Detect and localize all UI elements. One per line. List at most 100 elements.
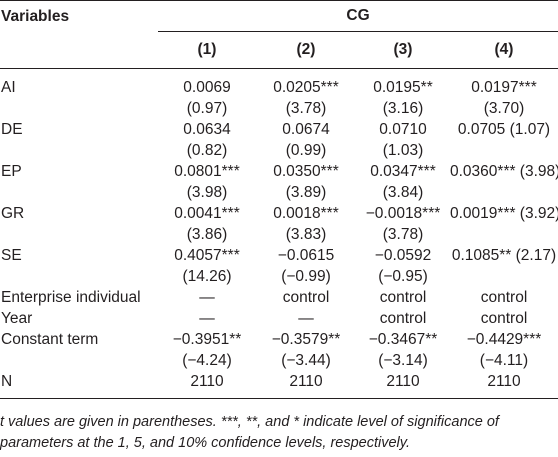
table-row: (3.98) (3.89) (3.84) [0, 182, 558, 203]
table-header: Variables CG (1) (2) (3) (4) [0, 0, 558, 69]
table-cell-col-1: — [199, 289, 215, 306]
table-cell-col-3: (3.16) [382, 100, 424, 117]
table-cell-col-1: −0.3951** [172, 331, 242, 348]
column-header-3: (3) [356, 31, 450, 69]
table-cell-col-2: (−3.44) [281, 352, 331, 369]
table-cell-col-2: 0.0018*** [273, 205, 339, 222]
table-cell-col-2: — [298, 310, 314, 327]
table-cell-col-2: (3.78) [285, 100, 327, 117]
table-cell-col-2: control [282, 289, 330, 306]
table-row: (14.26) (−0.99) (−0.95) [0, 266, 558, 287]
table-row: (0.82) (0.99) (1.03) [0, 140, 558, 161]
table-cell-col-2: −0.0615 [277, 247, 335, 264]
table-body: AI 0.0069 0.0205*** 0.0195** 0.0197*** (0.97)… [0, 69, 558, 399]
table-cell-col-3: −0.0018*** [365, 205, 441, 222]
row-variable-label: SE [1, 247, 22, 264]
row-variable-label: N [0, 371, 158, 399]
table-row: Enterprise individual — control control cont… [0, 287, 558, 308]
table-cell-col-1: 0.0634 [183, 121, 231, 138]
table-cell-col-1: (−4.24) [182, 352, 232, 369]
table-cell-col-3: (3.84) [382, 184, 424, 201]
table-cell-col-3: −0.3467** [368, 331, 438, 348]
row-variable-label: Constant term [1, 331, 99, 348]
table-cell-col-1: (0.82) [186, 142, 228, 159]
table-row: SE 0.4057*** −0.0615 −0.0592 0.1085** (2.17) [0, 245, 558, 266]
table-row: AI 0.0069 0.0205*** 0.0195** 0.0197*** [0, 69, 558, 99]
table-footnote: t values are given in parentheses. ***, … [0, 414, 499, 451]
header-row-columns: (1) (2) (3) (4) [0, 31, 558, 69]
table-cell-col-1: 0.0069 [183, 79, 231, 96]
table-cell-col-4: 0.0705 (1.07) [457, 121, 551, 138]
header-row-group: Variables CG [0, 0, 558, 69]
table-row: Year — — control control [0, 308, 558, 329]
table-cell-col-4: −0.4429*** [466, 331, 542, 348]
table-cell-col-2: (0.99) [285, 142, 327, 159]
table-cell-col-1: 0.0801*** [174, 163, 240, 180]
table-row: N 2110 2110 2110 2110 [0, 371, 558, 399]
table-cell-col-1: 0.0041*** [174, 205, 240, 222]
table-cell-col-3: control [379, 310, 427, 327]
row-variable-label [0, 140, 158, 161]
column-header-1: (1) [158, 31, 256, 69]
table-cell-col-4: 2110 [450, 371, 558, 399]
table-cell-col-1: — [199, 310, 215, 327]
table-cell-col-3: (1.03) [382, 142, 424, 159]
table-cell-col-3: (−3.14) [378, 352, 428, 369]
table-cell-col-2: −0.3579** [271, 331, 341, 348]
table-cell-col-1: 0.4057*** [174, 247, 240, 264]
table-cell-col-1: (3.86) [186, 226, 228, 243]
variables-header: Variables [0, 0, 158, 69]
table-cell-col-2: 0.0205*** [273, 79, 339, 96]
table-cell-col-1: (0.97) [186, 100, 228, 117]
row-variable-label: DE [1, 121, 23, 138]
table-cell-col-2: (3.83) [285, 226, 327, 243]
row-variable-label [0, 182, 158, 203]
table-cell-col-1: (14.26) [182, 268, 232, 285]
table-row: EP 0.0801*** 0.0350*** 0.0347*** 0.0360*** (… [0, 161, 558, 182]
table-cell-col-4: control [480, 310, 528, 327]
table-row: (0.97) (3.78) (3.16) (3.70) [0, 98, 558, 119]
column-header-2: (2) [256, 31, 356, 69]
row-variable-label: AI [1, 79, 16, 96]
table-cell-col-2: 2110 [256, 371, 356, 399]
table-row: (−4.24) (−3.44) (−3.14) (−4.11) [0, 350, 558, 371]
row-variable-label: Year [1, 310, 33, 327]
table-cell-col-2: (3.89) [285, 184, 327, 201]
row-variable-label: GR [1, 205, 25, 222]
table-row: (3.86) (3.83) (3.78) [0, 224, 558, 245]
row-variable-label [0, 224, 158, 245]
table-cell-col-3: 0.0710 [379, 121, 427, 138]
table-row: GR 0.0041*** 0.0018*** −0.0018*** 0.0019*** … [0, 203, 558, 224]
table-cell-col-4: (3.70) [483, 100, 525, 117]
row-variable-label [0, 350, 158, 371]
table-cell-col-2: (−0.99) [281, 268, 331, 285]
table-cell-col-3: 0.0347*** [370, 163, 436, 180]
table-row: DE 0.0634 0.0674 0.0710 0.0705 (1.07) [0, 119, 558, 140]
table-cell-col-4: 0.0197*** [471, 79, 537, 96]
row-variable-label: EP [1, 163, 22, 180]
table-cell-col-4 [450, 140, 558, 161]
column-header-4: (4) [450, 31, 558, 69]
table-cell-col-4: 0.1085** (2.17) [451, 247, 557, 264]
row-variable-label [0, 98, 158, 119]
table-cell-col-4 [450, 224, 558, 245]
table-cell-col-3: (3.78) [382, 226, 424, 243]
table-cell-col-3: (−0.95) [378, 268, 428, 285]
table-cell-col-2: 0.0350*** [273, 163, 339, 180]
regression-table-container: Variables CG (1) (2) (3) (4) AI 0.0069 0.0… [0, 0, 558, 399]
table-cell-col-3: 2110 [356, 371, 450, 399]
table-cell-col-1: (3.98) [186, 184, 228, 201]
table-cell-col-4: (−4.11) [479, 352, 529, 369]
table-cell-col-3: 0.0195** [373, 79, 433, 96]
row-variable-label: Enterprise individual [1, 289, 141, 306]
table-cell-col-4: 0.0360*** (3.98) [450, 163, 558, 180]
table-cell-col-3: −0.0592 [374, 247, 432, 264]
table-cell-col-4 [450, 182, 558, 203]
regression-table: Variables CG (1) (2) (3) (4) AI 0.0069 0.0… [0, 0, 558, 399]
table-cell-col-3: control [379, 289, 427, 306]
table-row: Constant term −0.3951** −0.3579** −0.3467**… [0, 329, 558, 350]
row-variable-label [0, 266, 158, 287]
table-cell-col-4: control [480, 289, 528, 306]
table-cell-col-1: 2110 [158, 371, 256, 399]
group-header-cg: CG [158, 0, 558, 32]
